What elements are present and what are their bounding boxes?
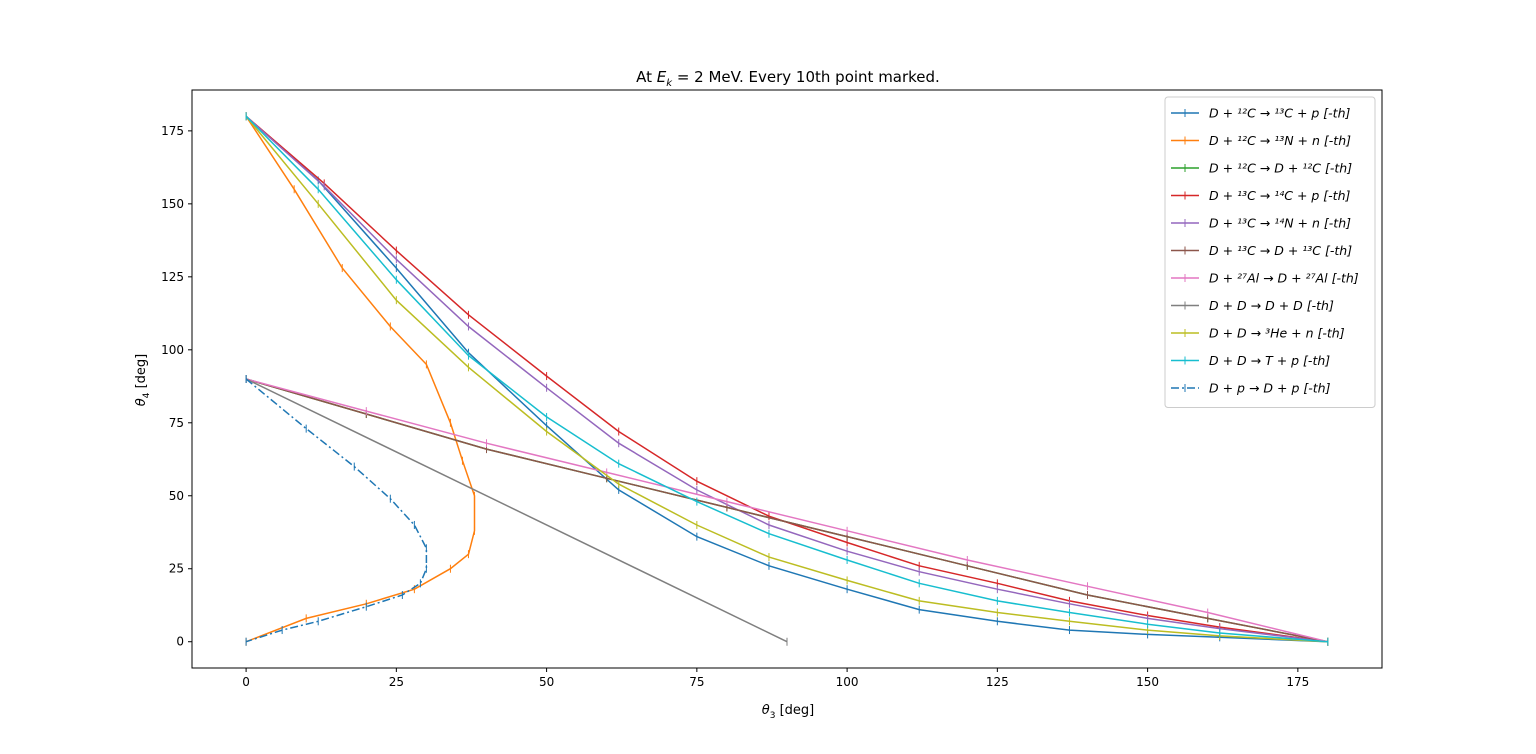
y-tick-label: 0 [176,635,184,649]
x-tick-label: 150 [1136,675,1159,689]
x-axis-label: θ3 [deg] [762,703,814,721]
y-axis: 0 25 50 75 100 125 150 175 [161,124,192,649]
legend-label: D + ¹²C → D + ¹²C [-th] [1209,161,1352,176]
x-tick-label: 100 [836,675,859,689]
series-line [245,378,788,643]
x-tick-label: 125 [986,675,1009,689]
legend-label: D + D → ³He + n [-th] [1209,326,1345,341]
chart-title: At Ek = 2 MeV. Every 10th point marked. [636,68,940,89]
y-tick-label: 150 [161,197,184,211]
x-tick-label: 25 [389,675,404,689]
legend-label: D + ¹³C → ¹⁴N + n [-th] [1209,216,1351,231]
y-tick-label: 25 [169,562,184,576]
legend-label: D + p → D + p [-th] [1209,381,1331,396]
legend-label: D + ¹²C → ¹³C + p [-th] [1209,106,1351,121]
legend-label: D + ¹²C → ¹³N + n [-th] [1209,133,1351,148]
y-tick-label: 125 [161,270,184,284]
x-tick-label: 175 [1286,675,1309,689]
x-axis: 0 25 50 75 100 125 150 175 [242,668,1309,689]
plot-area [245,112,1329,646]
x-tick-label: 50 [539,675,554,689]
legend-label: D + D → D + D [-th] [1209,298,1334,313]
y-tick-label: 175 [161,124,184,138]
y-tick-label: 50 [169,489,184,503]
x-tick-label: 0 [242,675,250,689]
series-line [245,378,1329,643]
series-line [245,378,1329,643]
x-tick-label: 75 [689,675,704,689]
legend-box [1164,96,1376,408]
legend-label: D + D → T + p [-th] [1209,353,1330,368]
y-tick-label: 100 [161,343,184,357]
legend-label: D + ¹³C → D + ¹³C [-th] [1209,243,1352,258]
plot-frame [191,89,1383,669]
y-tick-label: 75 [169,416,184,430]
legend-label: D + ¹³C → ¹⁴C + p [-th] [1209,188,1351,203]
legend: D + ¹²C → ¹³C + p [-th] D + ¹²C → ¹³N + n… [1164,96,1376,408]
legend-label: D + ²⁷Al → D + ²⁷Al [-th] [1209,271,1359,286]
y-axis-label: θ4 [deg] [134,354,152,406]
